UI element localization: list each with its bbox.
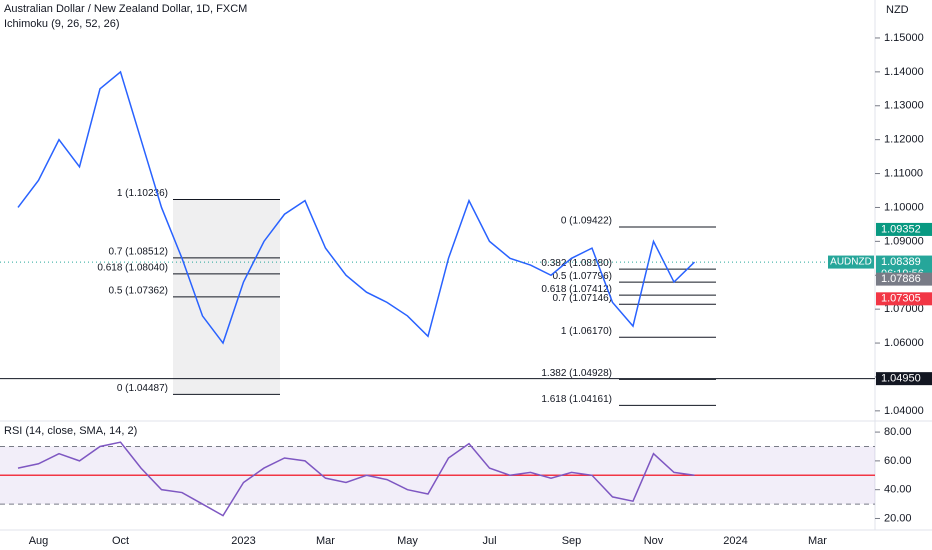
rsi-title: RSI (14, close, SMA, 14, 2) — [4, 425, 137, 437]
fib-label: 0.7 (1.08512) — [109, 247, 169, 258]
fib-label: 1.382 (1.04928) — [541, 368, 612, 379]
x-tick-label: Mar — [808, 535, 827, 547]
price-line — [17, 70, 696, 345]
indicator-title: Ichimoku (9, 26, 52, 26) — [4, 18, 120, 30]
x-tick-label: Nov — [644, 535, 664, 547]
price-label: 1.07886 — [881, 273, 921, 285]
y-tick-label: 60.00 — [884, 455, 912, 467]
fib-label: 0.7 (1.07146) — [553, 293, 613, 304]
price-label-bg — [876, 292, 932, 306]
x-tick-label: Sep — [562, 535, 582, 547]
x-tick-label: Jul — [482, 535, 496, 547]
price-label-bg — [876, 222, 932, 236]
x-tick-label: 2023 — [231, 535, 255, 547]
price-label: 1.09352 — [881, 223, 921, 235]
fib-label: 0 (1.09422) — [561, 216, 612, 227]
chart-title: Australian Dollar / New Zealand Dollar, … — [4, 3, 247, 15]
fib-label: 0.5 (1.07796) — [553, 271, 613, 282]
y-tick-label: 1.04000 — [884, 405, 924, 417]
x-tick-label: Aug — [29, 535, 49, 547]
y-tick-label: 1.09000 — [884, 235, 924, 247]
fib-label: 1 (1.06170) — [561, 326, 612, 337]
fib-label: 0.382 (1.08180) — [541, 258, 612, 269]
price-label-bg — [876, 272, 932, 286]
y-tick-label: 80.00 — [884, 426, 912, 438]
fib-label: 0.618 (1.08040) — [97, 263, 168, 274]
fib-label: 0 (1.04487) — [117, 383, 168, 394]
x-tick-label: Mar — [316, 535, 335, 547]
y-tick-label: 1.07000 — [884, 303, 924, 315]
y-tick-label: 40.00 — [884, 484, 912, 496]
fib-label: 0.5 (1.07362) — [109, 286, 169, 297]
price-label: 1.07305 — [881, 293, 921, 305]
y-tick-label: 1.14000 — [884, 66, 924, 78]
price-line — [17, 441, 695, 517]
fib-label: 1 (1.10236) — [117, 188, 168, 199]
symbol-bg — [828, 255, 874, 269]
y-tick-label: 1.15000 — [884, 32, 924, 44]
fib-label: 0.618 (1.07412) — [541, 284, 612, 295]
y-tick-label: 1.06000 — [884, 337, 924, 349]
price-label: 1.04950 — [881, 373, 921, 385]
y-tick-label: 1.11000 — [884, 167, 923, 179]
symbol-label: AUDNZD — [830, 257, 872, 268]
y-tick-label: 1.13000 — [884, 100, 924, 112]
price-label-bg — [876, 372, 932, 386]
y-tick-label: 1.12000 — [884, 134, 924, 146]
price-label: 1.08389 — [881, 256, 921, 268]
y-tick-label: 20.00 — [884, 512, 912, 524]
x-tick-label: 2024 — [723, 535, 747, 547]
currency: NZD — [886, 4, 909, 16]
y-tick-label: 1.10000 — [884, 201, 924, 213]
x-tick-label: May — [397, 535, 418, 547]
fib-label: 1.618 (1.04161) — [541, 394, 612, 405]
x-tick-label: Oct — [112, 535, 129, 547]
